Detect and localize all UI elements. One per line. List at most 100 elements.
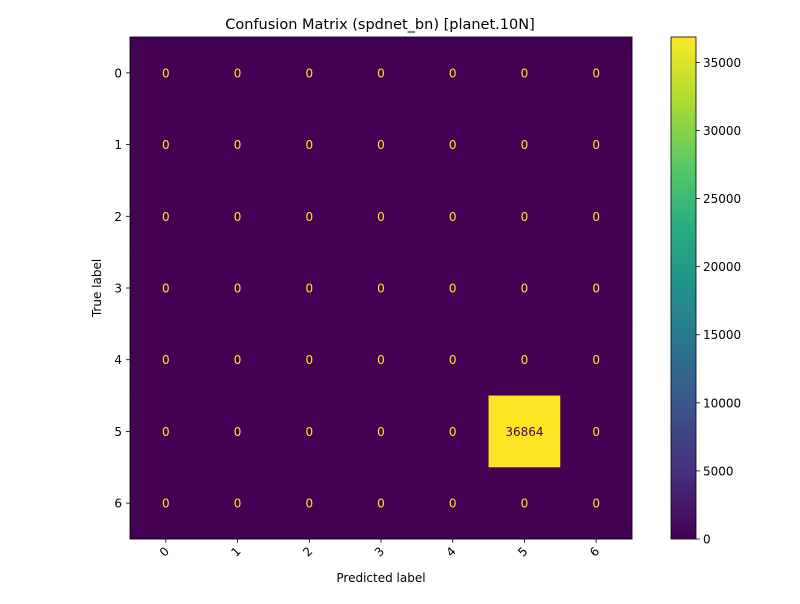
heatmap-cell — [273, 467, 346, 540]
cell-value-label: 0 — [592, 210, 600, 224]
y-axis-ticks: 0 1 2 3 4 5 6 — [114, 66, 130, 511]
heatmap-cell — [273, 252, 346, 325]
heatmap-cell-labels: 0 0 0 0 0 0 0 0 0 0 0 0 0 0 0 0 0 0 0 0 0 0 0 0 0 0 0 0 0 0 0 0 0 0 0 0 0 0 0 0… — [162, 66, 600, 510]
cell-value-label: 0 — [162, 210, 170, 224]
y-axis-label: True label — [90, 259, 104, 318]
heatmap-cell — [201, 252, 274, 325]
heatmap-cell — [201, 180, 274, 253]
colorbar — [670, 36, 697, 540]
colorbar-tick-label: 0 — [703, 533, 711, 547]
cell-value-label: 0 — [449, 138, 457, 152]
heatmap-cell — [130, 108, 203, 181]
cell-value-label: 0 — [162, 353, 170, 367]
heatmap-cell — [345, 467, 418, 540]
cell-value-label: 0 — [449, 282, 457, 296]
colorbar-tick-label: 10000 — [703, 396, 741, 410]
heatmap-cell — [560, 323, 633, 396]
y-tick-label: 2 — [114, 210, 122, 224]
cell-value-label: 0 — [234, 425, 242, 439]
cell-value-label: 0 — [377, 425, 385, 439]
cell-value-label: 0 — [449, 210, 457, 224]
heatmap-cell — [416, 323, 489, 396]
colorbar-tick-label: 20000 — [703, 260, 741, 274]
colorbar-tick-label: 5000 — [703, 464, 734, 478]
heatmap-cell — [416, 108, 489, 181]
cell-value-label: 0 — [521, 66, 529, 80]
heatmap-cell — [345, 180, 418, 253]
heatmap-cell — [345, 108, 418, 181]
heatmap-cell — [273, 180, 346, 253]
heatmap-cell — [201, 323, 274, 396]
cell-value-label: 0 — [162, 66, 170, 80]
x-tick-label: 4 — [444, 544, 459, 559]
heatmap-cell — [345, 252, 418, 325]
x-tick-label: 0 — [157, 544, 172, 559]
y-tick-label: 5 — [114, 425, 122, 439]
heatmap-cell — [560, 395, 633, 468]
heatmap-cell — [560, 180, 633, 253]
cell-value-label: 0 — [521, 282, 529, 296]
heatmap-cell — [560, 37, 633, 110]
heatmap-cell — [273, 323, 346, 396]
heatmap-cell — [560, 108, 633, 181]
heatmap-cell — [130, 180, 203, 253]
heatmap-cell — [201, 37, 274, 110]
x-tick-label: 5 — [515, 544, 530, 559]
cell-value-label: 0 — [521, 353, 529, 367]
heatmap-cell — [273, 37, 346, 110]
chart-title: Confusion Matrix (spdnet_bn) [planet.10N… — [225, 17, 534, 33]
heatmap-cell — [273, 395, 346, 468]
heatmap-cell — [416, 252, 489, 325]
cell-value-label: 0 — [521, 210, 529, 224]
cell-value-label: 0 — [592, 66, 600, 80]
heatmap-cell — [416, 395, 489, 468]
heatmap-cell — [201, 467, 274, 540]
heatmap-cell — [560, 467, 633, 540]
cell-value-label: 0 — [162, 425, 170, 439]
cell-value-label: 0 — [449, 425, 457, 439]
cell-value-label: 0 — [377, 66, 385, 80]
y-tick-label: 1 — [114, 138, 122, 152]
heatmap-cell — [488, 323, 561, 396]
heatmap-cell — [130, 37, 203, 110]
y-tick-label: 0 — [114, 66, 122, 80]
cell-value-label: 0 — [592, 282, 600, 296]
cell-value-label: 0 — [449, 353, 457, 367]
heatmap-cell — [130, 323, 203, 396]
heatmap-cell — [560, 252, 633, 325]
cell-value-label: 36864 — [505, 425, 543, 439]
x-axis-label: Predicted label — [336, 571, 425, 585]
colorbar-tick-label: 35000 — [703, 56, 741, 70]
cell-value-label: 0 — [305, 497, 313, 511]
cell-value-label: 0 — [162, 138, 170, 152]
x-tick-label: 2 — [300, 544, 315, 559]
cell-value-label: 0 — [234, 210, 242, 224]
heatmap-cell — [488, 108, 561, 181]
heatmap-cell — [488, 180, 561, 253]
colorbar-tick-label: 25000 — [703, 192, 741, 206]
heatmap-cell — [416, 467, 489, 540]
heatmap-cell — [488, 467, 561, 540]
cell-value-label: 0 — [592, 353, 600, 367]
cell-value-label: 0 — [305, 138, 313, 152]
cell-value-label: 0 — [521, 138, 529, 152]
cell-value-label: 0 — [305, 425, 313, 439]
heatmap-cell — [345, 323, 418, 396]
cell-value-label: 0 — [305, 353, 313, 367]
y-tick-label: 3 — [114, 282, 122, 296]
heatmap-cell — [273, 108, 346, 181]
colorbar-tick-label: 15000 — [703, 328, 741, 342]
cell-value-label: 0 — [377, 138, 385, 152]
heatmap-cell — [488, 252, 561, 325]
cell-value-label: 0 — [377, 497, 385, 511]
cell-value-label: 0 — [234, 353, 242, 367]
cell-value-label: 0 — [521, 497, 529, 511]
colorbar-tick-label: 30000 — [703, 124, 741, 138]
cell-value-label: 0 — [234, 282, 242, 296]
cell-value-label: 0 — [305, 282, 313, 296]
heatmap-cell — [201, 395, 274, 468]
heatmap-cell — [488, 395, 561, 468]
cell-value-label: 0 — [162, 497, 170, 511]
